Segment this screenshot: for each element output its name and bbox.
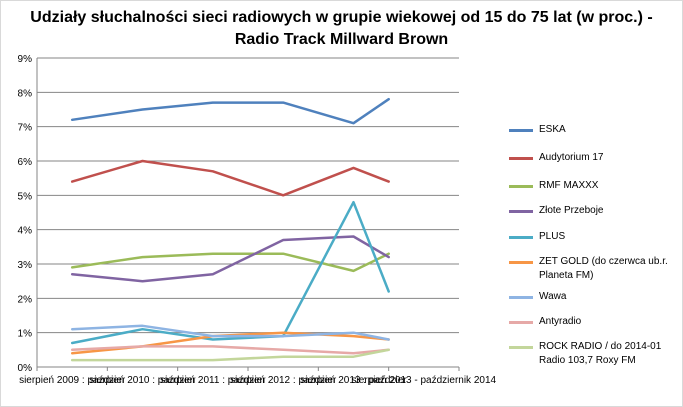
- legend-label: Audytorium 17: [539, 152, 604, 163]
- series-line-rock-radio-do-2014-01-radio-103-7-roxy-fm: [70, 348, 390, 362]
- y-tick-label: 1%: [18, 329, 33, 340]
- legend-label: ROCK RADIO / do 2014-01 Radio 103,7 Roxy…: [539, 341, 662, 366]
- legend-label: PLUS: [539, 231, 566, 242]
- x-tick-label: sierpień 2009 : paździer: [19, 375, 126, 386]
- chart-title: Udziały słuchalności sieci radiowych w g…: [1, 7, 682, 51]
- y-tick-label: 6%: [18, 157, 33, 168]
- x-tick-label: sierpień 2011 : paździer: [160, 375, 266, 386]
- legend-label: Złote Przeboje: [539, 205, 604, 216]
- legend-swatch: [509, 157, 533, 160]
- legend-swatch: [509, 296, 533, 299]
- x-tick-label: sierpień 2013 - październik 2014: [352, 375, 497, 386]
- series-line-antyradio: [70, 345, 390, 355]
- legend-label: ESKA: [539, 124, 566, 135]
- y-tick-label: 2%: [18, 294, 33, 305]
- y-tick-label: 5%: [18, 191, 33, 202]
- chart-title-line-2: Radio Track Millward Brown: [234, 31, 449, 48]
- legend-swatch: [509, 210, 533, 213]
- x-tick-label: sierpień 2013 : paździer: [300, 375, 407, 386]
- y-tick-label: 8%: [18, 88, 33, 99]
- legend-swatch: [509, 236, 533, 239]
- series-line-rmf-maxxx: [70, 252, 390, 273]
- legend-label: Antyradio: [539, 316, 582, 327]
- legend-swatch: [509, 321, 533, 324]
- legend-swatch: [509, 261, 533, 264]
- legend-swatch: [509, 185, 533, 188]
- y-tick-label: 9%: [18, 54, 33, 65]
- series-line-eska: [70, 97, 390, 125]
- legend-label: RMF MAXXX: [539, 180, 599, 191]
- legend-label: Wawa: [539, 291, 567, 302]
- series-line-plus: [70, 200, 390, 345]
- legend-swatch: [509, 346, 533, 349]
- legend-label: ZET GOLD (do czerwca ub.r. Planeta FM): [539, 256, 668, 281]
- y-tick-label: 7%: [18, 123, 33, 134]
- series-line-wawa: [70, 324, 390, 341]
- series-line-z-ote-przeboje: [70, 235, 390, 283]
- x-tick-label: sierpień 2010 : paździer: [89, 375, 196, 386]
- chart-title-line-1: Udziały słuchalności sieci radiowych w g…: [30, 9, 653, 26]
- y-tick-label: 0%: [18, 363, 33, 374]
- series-line-audytorium-17: [70, 159, 390, 197]
- y-tick-label: 3%: [18, 260, 33, 271]
- x-tick-label: sierpień 2012 : paździer: [230, 375, 337, 386]
- y-tick-label: 4%: [18, 226, 33, 237]
- legend-swatch: [509, 129, 533, 132]
